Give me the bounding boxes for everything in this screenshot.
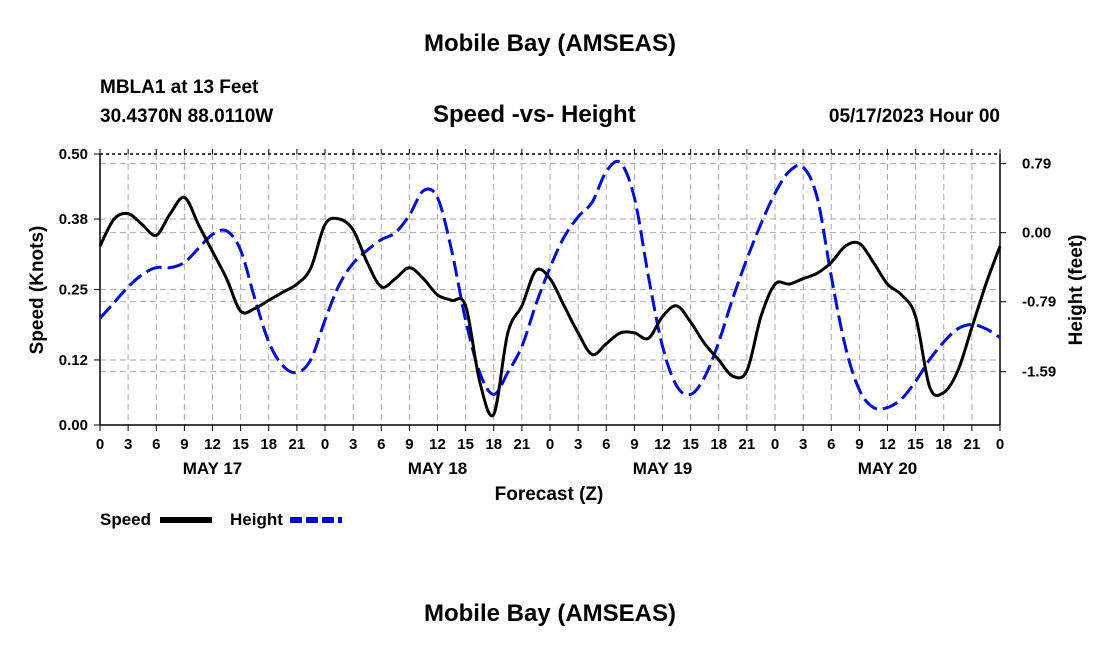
x-tick-label: 15: [232, 436, 249, 453]
day-label: MAY 20: [858, 459, 918, 478]
y-tick-label: 0.25: [59, 282, 88, 299]
x-tick-label: 12: [429, 436, 446, 453]
x-tick-label: 6: [602, 436, 610, 453]
x-tick-label: 9: [405, 436, 413, 453]
x-tick-label: 21: [739, 436, 756, 453]
x-tick-label: 9: [180, 436, 188, 453]
day-label: MAY 19: [633, 459, 693, 478]
x-tick-label: 6: [827, 436, 835, 453]
station-coordinates: 30.4370N 88.0110W: [100, 106, 274, 127]
speed-series-line: [98, 195, 1002, 418]
height-series-line: [98, 159, 1001, 411]
legend-height-label: Height: [230, 510, 283, 529]
x-tick-label: 15: [907, 436, 924, 453]
x-tick-label: 6: [152, 436, 160, 453]
y-tick-label: 0.12: [59, 352, 88, 369]
x-tick-label: 18: [935, 436, 952, 453]
forecast-datetime: 05/17/2023 Hour 00: [828, 106, 1000, 127]
x-tick-label: 3: [799, 436, 807, 453]
y-axis-label: Speed (Knots): [27, 226, 48, 355]
x-tick-label: 21: [289, 436, 306, 453]
y-tick-label: 0.00: [59, 417, 88, 434]
x-tick-label: 3: [349, 436, 357, 453]
x-tick-label: 12: [204, 436, 221, 453]
x-tick-label: 12: [879, 436, 896, 453]
x-tick-label: 6: [377, 436, 385, 453]
x-tick-label: 18: [260, 436, 277, 453]
chart-title: Mobile Bay (AMSEAS): [423, 30, 677, 57]
x-tick-label: 0: [321, 436, 329, 453]
y2-axis-label: Height (feet): [1066, 235, 1087, 346]
x-axis-label: Forecast (Z): [495, 484, 604, 505]
x-tick-label: 0: [546, 436, 554, 453]
y-tick-label: 0.38: [59, 211, 88, 228]
station-label: MBLA1 at 13 Feet: [100, 77, 259, 98]
x-tick-label: 3: [124, 436, 132, 453]
day-label: MAY 18: [408, 459, 468, 478]
x-tick-label: 15: [682, 436, 699, 453]
x-tick-label: 3: [574, 436, 582, 453]
legend-speed-label: Speed: [100, 510, 151, 529]
x-tick-label: 0: [771, 436, 779, 453]
x-tick-label: 18: [710, 436, 727, 453]
x-tick-label: 15: [457, 436, 474, 453]
x-tick-label: 0: [996, 436, 1004, 453]
grid-layer: [100, 154, 1000, 425]
y2-tick-label: 0.00: [1022, 225, 1051, 242]
y-tick-label: 0.50: [59, 146, 88, 163]
x-tick-label: 9: [855, 436, 863, 453]
x-tick-label: 21: [514, 436, 531, 453]
series-layer: [98, 159, 1002, 418]
x-tick-label: 9: [630, 436, 638, 453]
legend: Speed Height: [100, 510, 342, 529]
day-label: MAY 17: [183, 459, 243, 478]
axes-layer: 0 3 6 9 12 15 18 21 0 3 6 9 12 15 18 21 0 3 6 9 12 15 18 21 0 3 6 9…: [59, 146, 1056, 478]
y2-tick-label: 0.79: [1022, 156, 1051, 173]
x-tick-label: 18: [485, 436, 502, 453]
chart-subtitle: Speed -vs- Height: [433, 101, 636, 128]
x-tick-label: 21: [964, 436, 981, 453]
footer-title: Mobile Bay (AMSEAS): [423, 600, 677, 627]
x-tick-label: 0: [96, 436, 104, 453]
x-tick-label: 12: [654, 436, 671, 453]
y2-tick-label: -1.59: [1022, 364, 1056, 381]
y2-tick-label: -0.79: [1022, 294, 1056, 311]
